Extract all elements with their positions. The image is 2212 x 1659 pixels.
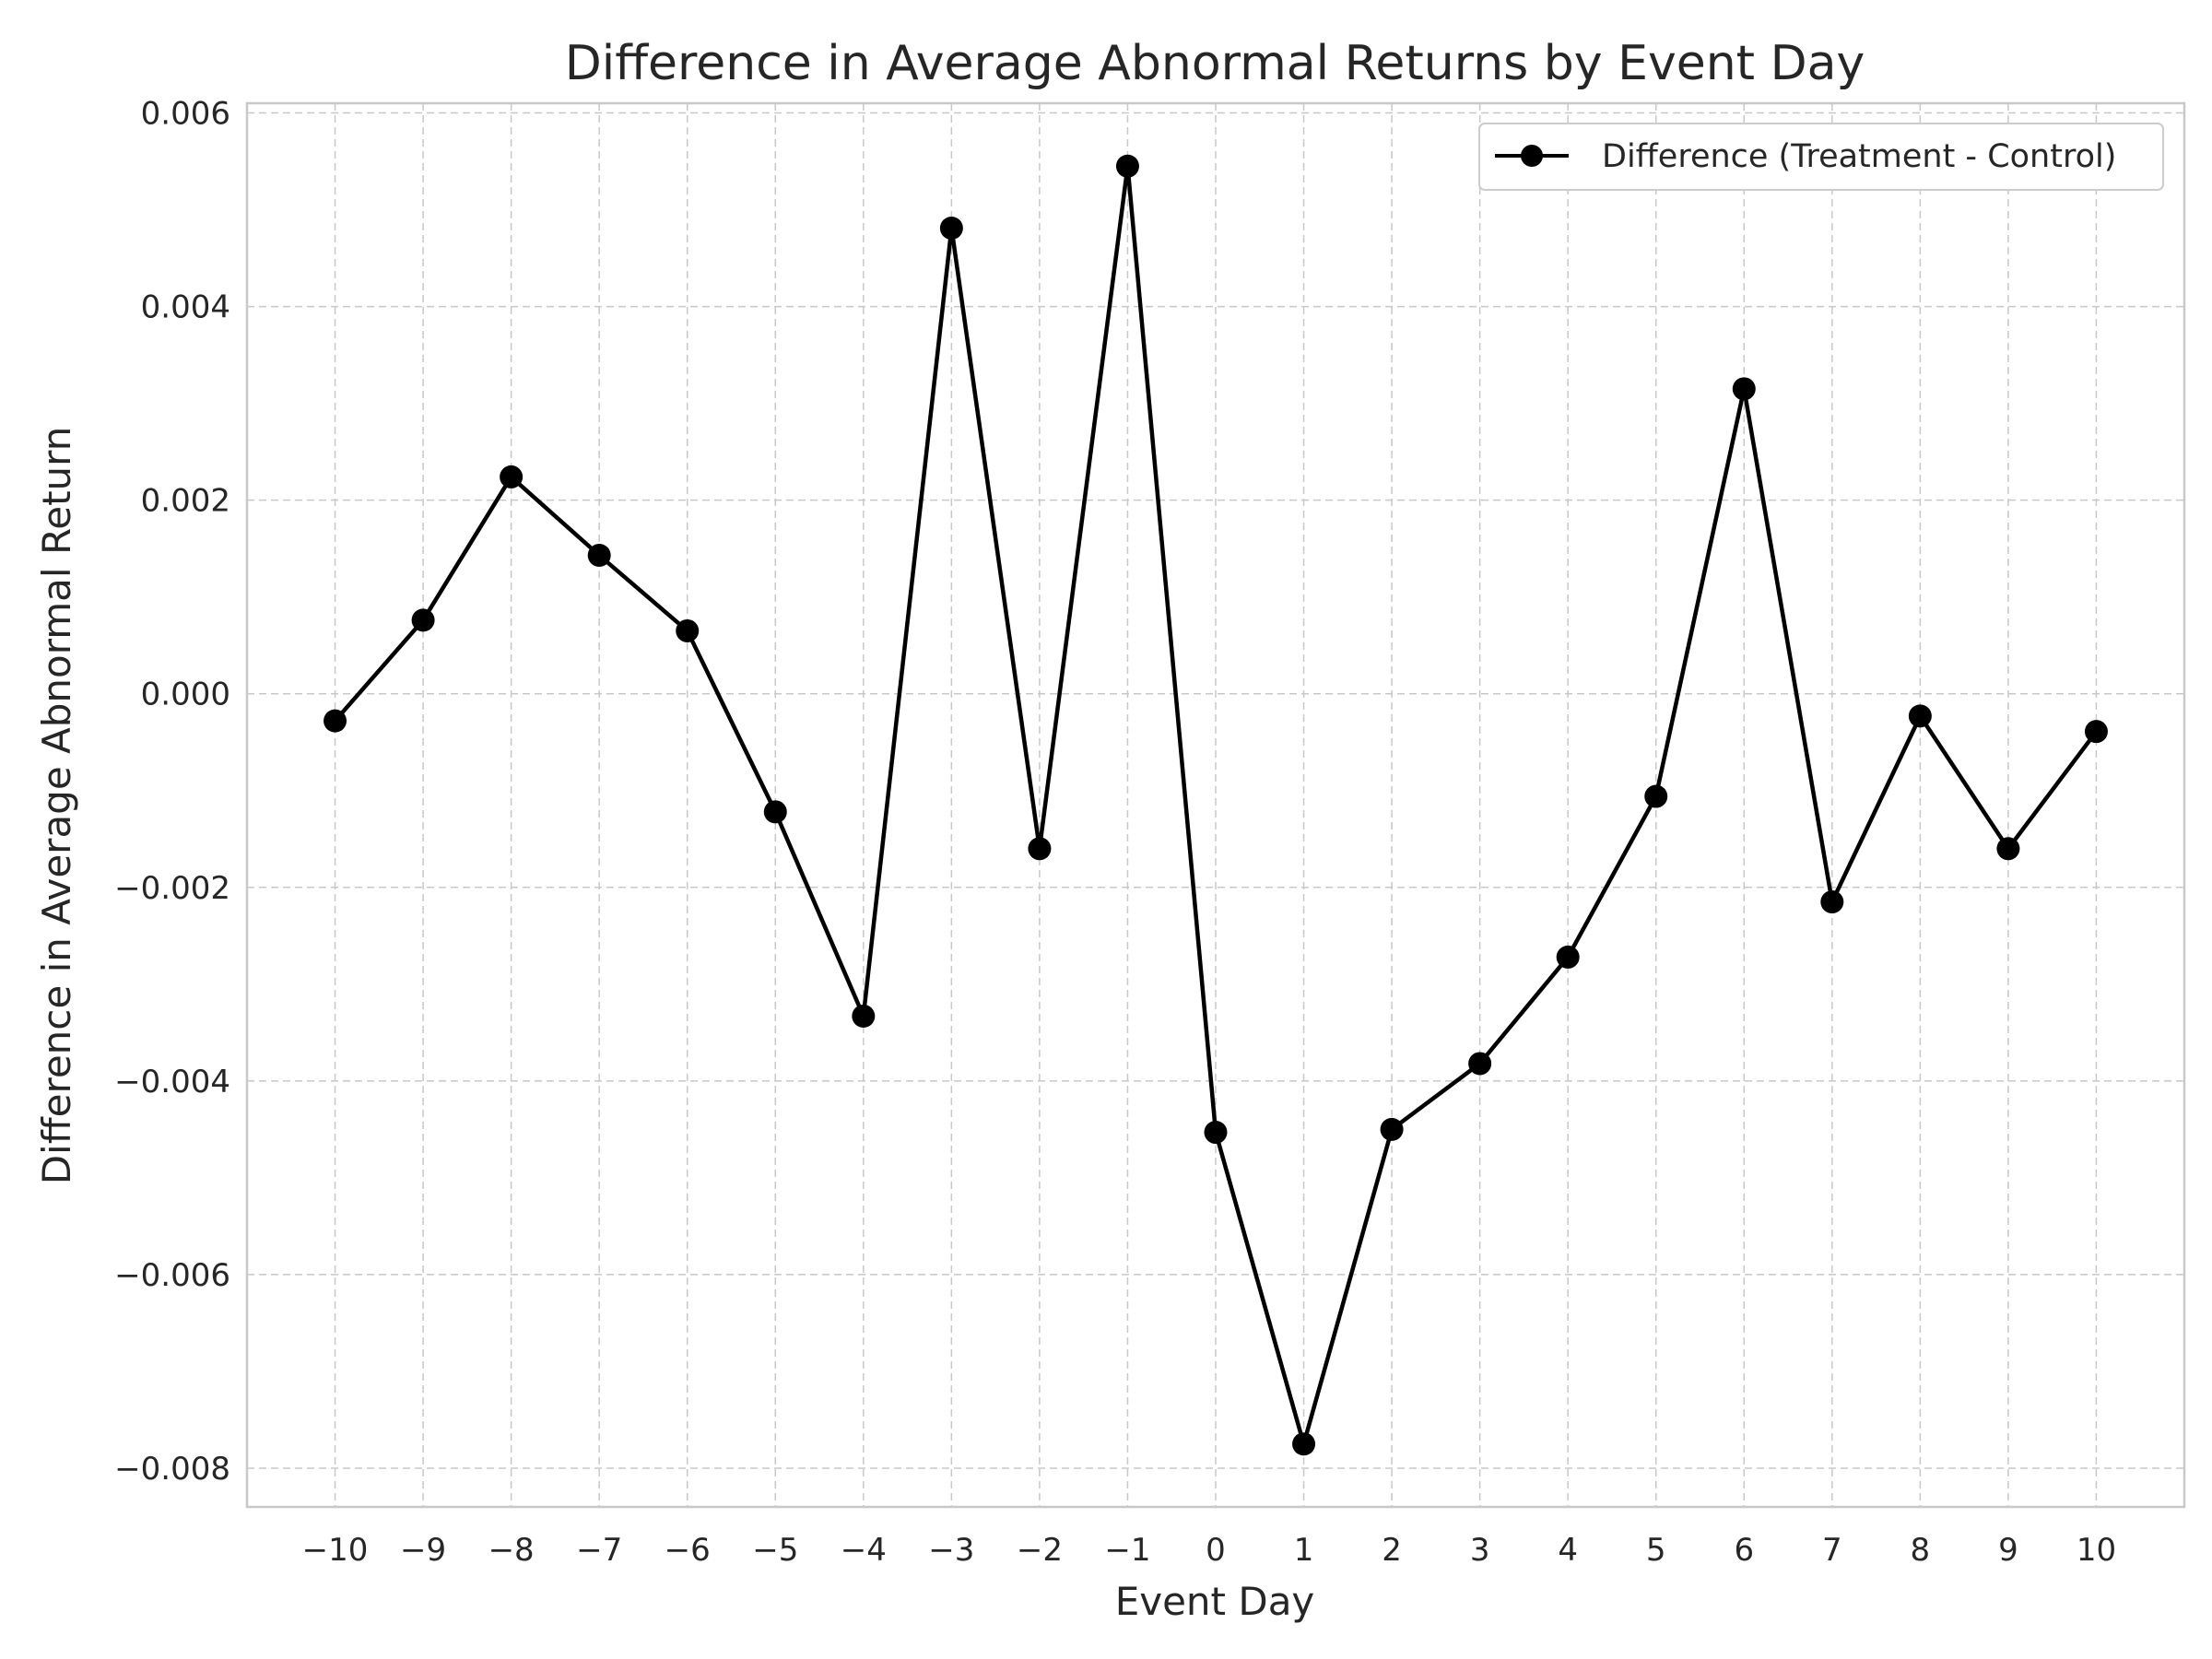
plot-area <box>324 154 2108 1456</box>
data-point <box>2084 720 2108 744</box>
x-tick-label: 2 <box>1382 1532 1402 1569</box>
x-tick-labels: −10 −9 −8 −7 −6 −5 −4 −3 −2 −1 0 1 2 3 4 5 6 7 8 9 10 <box>302 1532 2116 1569</box>
data-point <box>676 618 700 642</box>
data-point <box>1732 377 1756 401</box>
data-point <box>1644 784 1668 808</box>
y-tick-label: −0.004 <box>114 1064 230 1100</box>
y-axis-label: Difference in Average Abnormal Return <box>34 427 79 1185</box>
x-tick-label: 5 <box>1646 1532 1666 1569</box>
x-tick-label: −6 <box>665 1532 711 1569</box>
data-point <box>1996 837 2020 861</box>
data-point <box>1115 154 1139 178</box>
data-point <box>939 216 963 240</box>
data-point <box>1204 1121 1228 1145</box>
x-tick-label: 9 <box>1998 1532 2018 1569</box>
data-point <box>1556 945 1580 969</box>
x-tick-label: 6 <box>1734 1532 1754 1569</box>
legend-label: Difference (Treatment - Control) <box>1602 138 2116 175</box>
chart-title: Difference in Average Abnormal Returns b… <box>565 36 1865 91</box>
plot-frame <box>245 101 2186 1509</box>
data-point <box>1820 890 1844 914</box>
x-tick-label: −3 <box>928 1532 974 1569</box>
data-point <box>1292 1432 1316 1456</box>
x-tick-label: −8 <box>488 1532 535 1569</box>
x-tick-label: −7 <box>576 1532 622 1569</box>
x-tick-label: 7 <box>1822 1532 1842 1569</box>
x-tick-label: −1 <box>1104 1532 1150 1569</box>
x-tick-label: 8 <box>1911 1532 1931 1569</box>
x-tick-label: −2 <box>1017 1532 1063 1569</box>
x-tick-label: 0 <box>1206 1532 1226 1569</box>
x-tick-label: −5 <box>752 1532 798 1569</box>
x-axis-label: Event Day <box>1115 1579 1315 1624</box>
y-tick-label: −0.006 <box>114 1257 230 1294</box>
x-tick-label: −4 <box>841 1532 887 1569</box>
x-tick-label: −10 <box>302 1532 369 1569</box>
legend-box <box>1478 123 2164 191</box>
data-point <box>587 544 611 568</box>
y-tick-labels: −0.008 −0.006 −0.004 −0.002 0.000 0.002 0.004 0… <box>114 96 230 1488</box>
y-tick-label: −0.008 <box>114 1451 230 1488</box>
data-point <box>763 800 787 824</box>
data-point <box>852 1004 876 1028</box>
grid <box>247 103 2184 1507</box>
x-tick-label: 4 <box>1558 1532 1578 1569</box>
y-tick-label: 0.002 <box>141 483 230 520</box>
data-point <box>324 709 347 733</box>
y-tick-label: 0.006 <box>141 96 230 133</box>
y-tick-label: 0.004 <box>141 289 230 326</box>
x-tick-label: 3 <box>1470 1532 1490 1569</box>
data-point <box>1380 1117 1404 1141</box>
data-point <box>500 465 524 488</box>
data-point <box>1908 704 1932 728</box>
data-point <box>411 608 435 632</box>
data-point <box>1468 1052 1492 1076</box>
legend-marker-swatch <box>1521 145 1543 167</box>
x-tick-label: 10 <box>2077 1532 2116 1569</box>
x-tick-label: 1 <box>1294 1532 1314 1569</box>
y-tick-label: −0.002 <box>114 870 230 907</box>
x-tick-label: −9 <box>400 1532 446 1569</box>
legend: Difference (Treatment - Control) <box>1478 123 2164 191</box>
y-tick-label: 0.000 <box>141 677 230 713</box>
data-point <box>1028 837 1052 861</box>
